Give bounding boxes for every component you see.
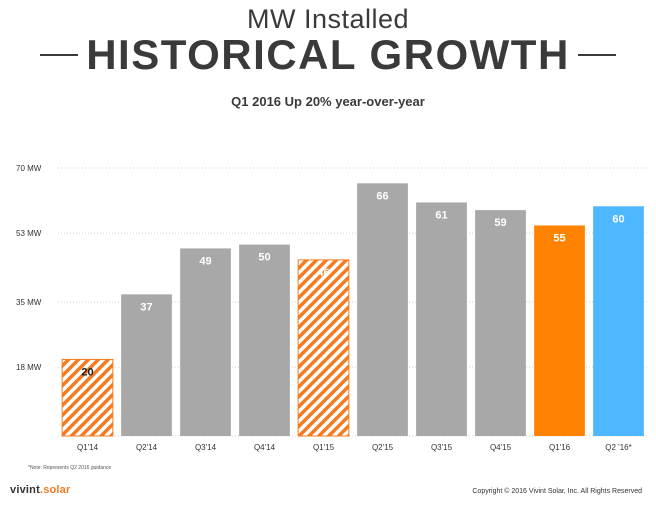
x-tick-label: Q2 '16* [605,443,631,452]
title-rule-left [40,54,79,56]
bar-value-label: 61 [435,209,447,221]
bar-value-label: 55 [553,232,565,244]
bar [297,259,350,437]
x-tick-label: Q4'14 [254,443,276,452]
bar [534,225,585,436]
bar [475,210,526,436]
x-tick-label: Q2'14 [136,443,158,452]
y-tick-label: 53 MW [16,229,42,238]
bar [121,294,172,436]
bar [61,358,114,437]
title-rule-right [577,54,616,56]
copyright-text: Copyright © 2016 Vivint Solar, Inc. All … [472,488,642,495]
vivint-solar-logo: vivint.solar [10,484,71,496]
x-tick-label: Q3'14 [195,443,217,452]
bar-value-label: 37 [140,301,152,313]
bar-value-label: 66 [376,190,388,202]
x-tick-label: Q1'16 [549,443,571,452]
bar-chart: 18 MW 35 MW 53 MW 70 MW 20 Q1'14 37 Q2'14 49 Q3'… [16,164,648,452]
footnote: *Note: Represents Q2 2016 guidance [28,465,112,471]
x-tick-label: Q2'15 [372,443,394,452]
bar [180,248,231,436]
bar [357,183,408,436]
bar-value-label: 49 [199,255,211,267]
y-tick-label: 35 MW [16,298,42,307]
x-tick-label: Q1'14 [77,443,99,452]
y-tick-label: 18 MW [16,363,42,372]
bar [593,206,644,436]
bar-value-label: 60 [612,213,624,225]
x-tick-label: Q1'15 [313,443,335,452]
bar-value-label: 20 [81,366,93,378]
chart-subtitle: Q1 2016 Up 20% year-over-year [231,94,425,109]
x-tick-label: Q4'15 [490,443,512,452]
bar-value-label: 59 [494,217,506,229]
chart-title-main-row: HISTORICAL GROWTH [0,31,656,79]
bar-value-label: 46 [317,267,329,279]
bar [416,202,467,436]
bar-value-label: 50 [258,252,270,264]
chart-title-top: MW Installed [246,4,410,34]
chart-title-main: HISTORICAL GROWTH [86,31,570,78]
y-tick-label: 70 MW [16,164,42,173]
x-tick-label: Q3'15 [431,443,453,452]
bar [239,244,290,436]
